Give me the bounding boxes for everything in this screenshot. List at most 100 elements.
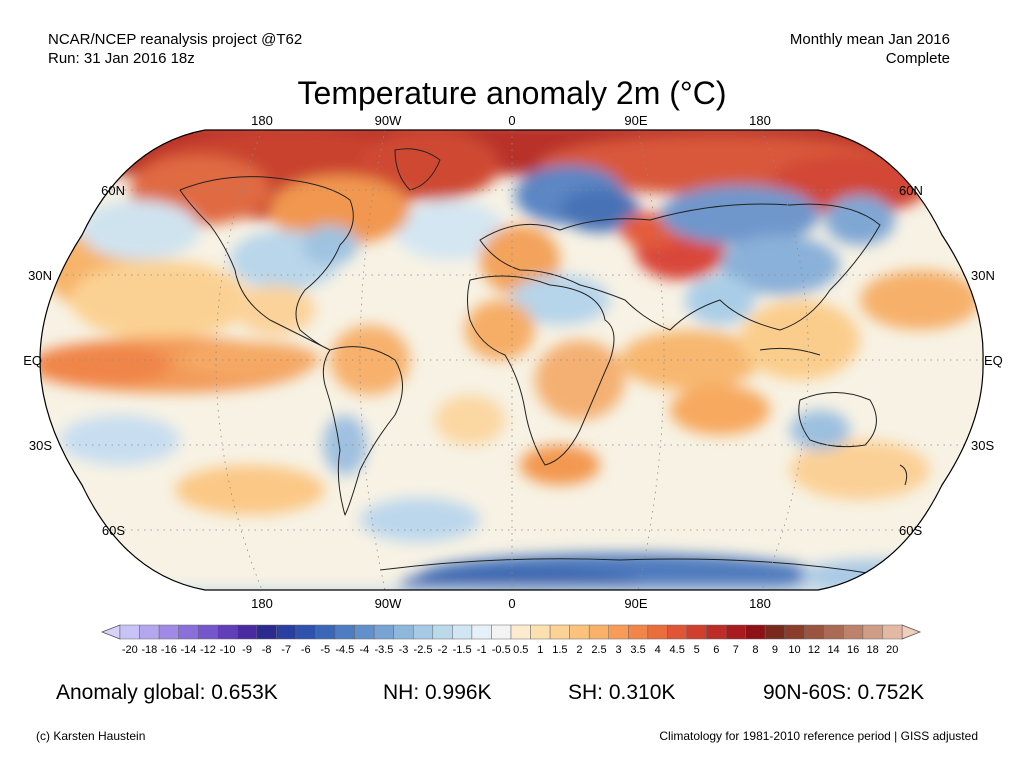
lon-label: 180 [251,113,273,128]
colorbar-label: -8 [262,644,272,656]
graticule [40,130,984,590]
lat-labels-left: 60N 30N EQ 30S 60S [23,183,125,538]
colorbar-arrow-right [901,624,922,640]
colorbar-swatch [432,624,453,640]
colorbar-label: 9 [772,644,778,656]
stat-arctic: 90N-60S: 0.752K [763,681,925,704]
lat-label: 60N [101,183,125,198]
colorbar-label: -1.5 [453,644,472,656]
colorbar-label: -6 [301,644,311,656]
colorbar-swatch [745,624,766,640]
colorbar-swatch [549,624,570,640]
colorbar-swatch [491,624,512,640]
credit: (c) Karsten Haustein [36,729,146,743]
colorbar-swatch [764,624,785,640]
colorbar-label: 20 [886,644,898,656]
colorbar-label: 3 [615,644,621,656]
lat-label: 60N [899,183,923,198]
colorbar-swatch [373,624,394,640]
colorbar-label: -3.5 [374,644,393,656]
colorbar-label: -1 [477,644,487,656]
colorbar-swatch [647,624,668,640]
colorbar-swatch [667,624,688,640]
lat-label: 60S [899,523,922,538]
colorbar-label: -14 [180,644,196,656]
colorbar-swatch [706,624,727,640]
lat-label: 30N [971,268,995,283]
colorbar-swatch [471,624,492,640]
lat-label: 30S [971,438,994,453]
colorbar-label: 6 [713,644,719,656]
colorbar-swatch [158,624,179,640]
colorbar-swatch [178,624,199,640]
status-info: Complete [885,50,950,67]
colorbar-label: -2 [438,644,448,656]
colorbar-swatch [569,624,590,640]
colorbar-swatch [628,624,649,640]
colorbar-swatch [530,624,551,640]
lat-label: EQ [23,353,42,368]
climatology-note: Climatology for 1981-2010 reference peri… [659,729,978,743]
colorbar-label: 10 [788,644,800,656]
lon-labels-bottom: 180 90W 0 90E 180 [251,596,771,611]
colorbar-swatch [823,624,844,640]
coastlines [179,148,908,576]
header-right: Monthly mean Jan 2016 Complete [790,30,950,68]
stat-sh: SH: 0.310K [568,681,676,704]
colorbar-label: -5 [320,644,330,656]
colorbar-swatch [119,624,140,640]
colorbar-label: -9 [242,644,252,656]
colorbar-swatch [256,624,277,640]
model-info: NCAR/NCEP reanalysis project @T62 [48,31,303,48]
lon-label: 0 [508,113,515,128]
colorbar-label: 4 [655,644,661,656]
colorbar-swatch [843,624,864,640]
colorbar-label: -12 [200,644,216,656]
lat-label: EQ [984,353,1003,368]
stat-nh: NH: 0.996K [383,681,492,704]
colorbar-swatch [510,624,531,640]
colorbar-label: 1 [537,644,543,656]
lon-label: 90W [375,113,402,128]
header-left: NCAR/NCEP reanalysis project @T62 Run: 3… [48,30,302,68]
lat-label: 30S [29,438,52,453]
colorbar-label: 18 [867,644,879,656]
colorbar-swatch [725,624,746,640]
lat-label: 30N [28,268,52,283]
colorbar-swatch [804,624,825,640]
colorbar-label: -2.5 [414,644,433,656]
colorbar-swatch [295,624,316,640]
anomaly-field [40,130,984,590]
colorbar-swatch [237,624,258,640]
colorbar-label: 4.5 [670,644,685,656]
colorbar-swatch [139,624,160,640]
colorbar-label: -7 [281,644,291,656]
colorbar-swatch [862,624,883,640]
colorbar-swatch [197,624,218,640]
lon-labels-top: 180 90W 0 90E 180 [251,113,771,128]
colorbar-label: 0.5 [513,644,528,656]
colorbar-label: -3 [399,644,409,656]
colorbar-swatch [393,624,414,640]
colorbar-label: 8 [752,644,758,656]
colorbar-label: -20 [122,644,138,656]
colorbar-label: -10 [220,644,236,656]
lon-label: 90E [624,113,647,128]
lon-label: 90E [624,596,647,611]
lon-label: 90W [375,596,402,611]
colorbar-label: -18 [141,644,157,656]
colorbar-swatch [452,624,473,640]
colorbar-swatch [276,624,297,640]
stat-global: Anomaly global: 0.653K [56,681,278,704]
lat-label: 60S [102,523,125,538]
colorbar-swatch [413,624,434,640]
colorbar-label: -16 [161,644,177,656]
lon-label: 180 [749,596,771,611]
colorbar-swatch [588,624,610,640]
colorbar: -20 -18 -16 -14 -12 -10 -9 -8 -7 -6 -5 -4.5 -4 -3.5 -3… [100,624,922,656]
colorbar-label: 3.5 [630,644,645,656]
colorbar-label: 12 [808,644,820,656]
colorbar-swatch [882,624,903,640]
run-info: Run: 31 Jan 2016 18z [48,50,195,67]
